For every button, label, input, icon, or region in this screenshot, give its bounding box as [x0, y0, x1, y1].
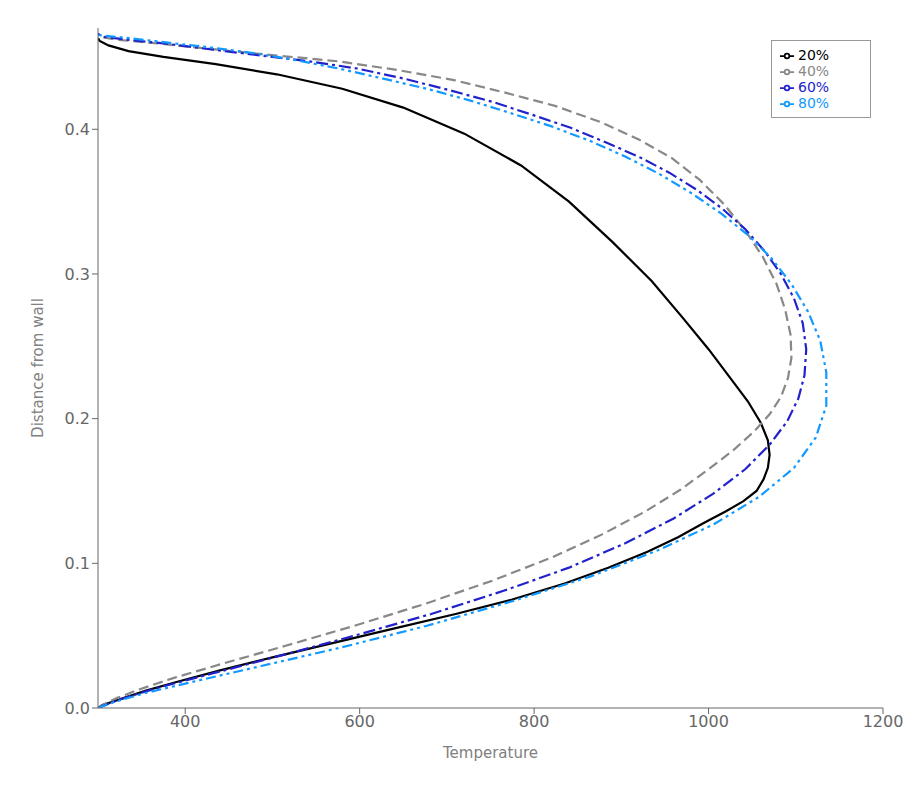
- html-text:60%: 60%: [798, 79, 830, 95]
- svg-text:0.2: 0.2: [65, 409, 90, 428]
- svg-text:0.4: 0.4: [65, 120, 90, 139]
- html-text:40%: 40%: [798, 63, 830, 79]
- html-text:20%: 20%: [798, 47, 830, 63]
- svg-text:0.1: 0.1: [65, 554, 90, 573]
- html-text:80%: 80%: [798, 95, 830, 111]
- svg-text:0.3: 0.3: [65, 265, 90, 284]
- svg-text:1200: 1200: [863, 712, 904, 731]
- svg-text:600: 600: [344, 712, 375, 731]
- svg-text:Temperature: Temperature: [442, 744, 538, 762]
- svg-text:800: 800: [519, 712, 550, 731]
- svg-text:0.0: 0.0: [65, 699, 90, 718]
- svg-text:1000: 1000: [688, 712, 729, 731]
- svg-text:400: 400: [170, 712, 201, 731]
- svg-text:Distance from wall: Distance from wall: [29, 298, 47, 438]
